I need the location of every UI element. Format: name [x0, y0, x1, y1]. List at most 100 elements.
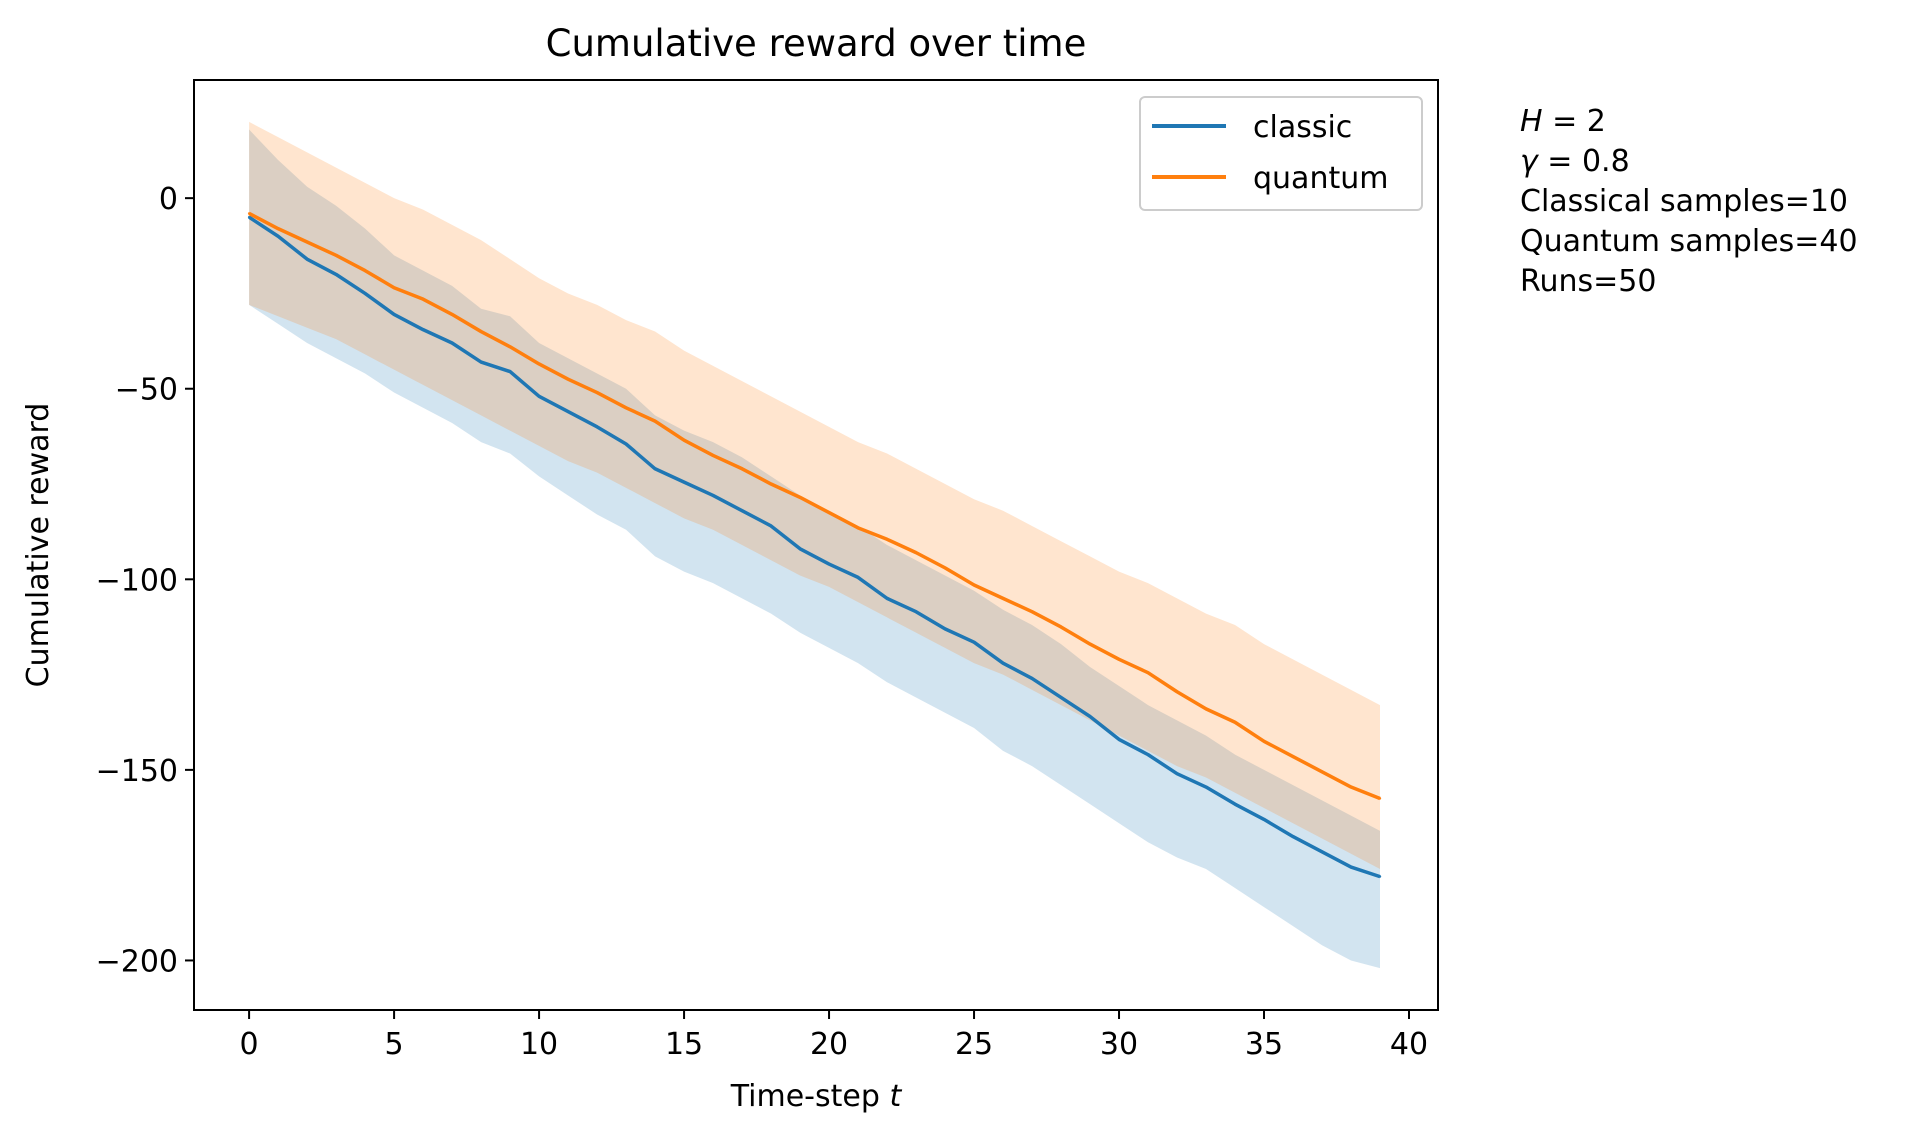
y-tick-label--100: −100 — [96, 563, 178, 598]
point-quantum-9 — [508, 345, 512, 348]
point-quantum-17 — [740, 467, 744, 470]
x-tick-label-40: 40 — [1390, 1027, 1428, 1062]
point-quantum-6 — [421, 297, 425, 301]
legend: classic quantum — [1139, 96, 1423, 211]
annotation-line-runs: Runs=50 — [1520, 264, 1656, 299]
series-lines — [247, 211, 1382, 879]
legend-quantum-label: quantum — [1253, 161, 1388, 196]
point-quantum-21 — [856, 526, 860, 530]
point-quantum-20 — [827, 511, 831, 514]
x-tick-label-25: 25 — [955, 1027, 993, 1062]
point-classic-24 — [943, 627, 947, 631]
plot-frame — [193, 79, 1439, 1011]
point-classic-20 — [827, 562, 831, 566]
y-tick-label--200: −200 — [96, 944, 178, 979]
annotation-box: H = 2 γ = 0.8 Classical samples=10 Quant… — [1520, 104, 1858, 299]
point-quantum-35 — [1262, 740, 1266, 743]
line-quantum — [248, 211, 1381, 801]
point-classic-5 — [392, 313, 396, 316]
x-tick-label-0: 0 — [240, 1027, 259, 1062]
point-classic-19 — [798, 547, 802, 551]
point-classic-3 — [334, 273, 338, 276]
point-quantum-30 — [1117, 658, 1121, 661]
point-quantum-19 — [798, 496, 802, 499]
point-classic-39 — [1378, 875, 1382, 878]
point-classic-22 — [885, 597, 889, 600]
y-tick-label--150: −150 — [96, 754, 178, 789]
point-classic-8 — [479, 360, 483, 364]
confidence-bands — [249, 121, 1381, 969]
point-quantum-24 — [943, 566, 947, 570]
point-classic-9 — [508, 370, 512, 373]
point-classic-28 — [1059, 696, 1063, 699]
point-quantum-16 — [711, 454, 715, 457]
point-quantum-1 — [276, 227, 280, 230]
point-quantum-36 — [1291, 755, 1295, 758]
band-classic — [249, 129, 1381, 969]
x-axis-label-text: Time-step — [730, 1079, 880, 1114]
x-tick-label-35: 35 — [1245, 1027, 1283, 1062]
point-classic-38 — [1349, 865, 1353, 869]
point-quantum-27 — [1030, 610, 1034, 613]
point-classic-27 — [1030, 677, 1034, 680]
point-quantum-14 — [653, 419, 657, 423]
point-classic-1 — [276, 235, 280, 238]
point-quantum-4 — [363, 269, 367, 272]
annotation-line-classical-samples: Classical samples=10 — [1520, 184, 1848, 219]
point-quantum-22 — [885, 538, 889, 541]
line-classic — [248, 215, 1381, 879]
legend-classic-label: classic — [1253, 110, 1352, 145]
point-quantum-25 — [972, 583, 976, 587]
point-classic-15 — [682, 480, 686, 484]
annotation-line-gamma: γ = 0.8 — [1520, 144, 1630, 179]
y-tick-label-0: 0 — [159, 182, 178, 217]
point-quantum-15 — [682, 438, 686, 442]
point-classic-35 — [1262, 818, 1266, 821]
point-classic-37 — [1320, 850, 1324, 854]
point-classic-0 — [247, 216, 251, 219]
point-classic-21 — [856, 576, 860, 579]
x-tick-label-10: 10 — [520, 1027, 558, 1062]
point-quantum-18 — [769, 482, 773, 486]
point-quantum-2 — [305, 240, 309, 244]
band-quantum — [249, 121, 1381, 869]
point-quantum-13 — [624, 406, 628, 409]
x-tick-label-30: 30 — [1100, 1027, 1138, 1062]
chart-title: Cumulative reward over time — [546, 22, 1087, 65]
point-classic-33 — [1204, 785, 1208, 789]
point-quantum-29 — [1088, 642, 1092, 646]
x-tick-label-15: 15 — [665, 1027, 703, 1062]
point-quantum-10 — [537, 362, 541, 366]
annotation-line-horizon: H = 2 — [1520, 104, 1606, 139]
point-classic-30 — [1117, 738, 1121, 741]
annotation-line-quantum-samples: Quantum samples=40 — [1520, 224, 1858, 259]
point-classic-11 — [566, 410, 570, 413]
point-quantum-12 — [595, 391, 599, 394]
point-classic-34 — [1233, 802, 1237, 806]
point-classic-18 — [769, 524, 773, 528]
point-quantum-31 — [1146, 671, 1150, 674]
x-axis-label: Time-step t — [730, 1079, 903, 1114]
point-classic-10 — [537, 395, 541, 398]
point-classic-4 — [363, 292, 367, 295]
point-classic-25 — [972, 640, 976, 644]
point-quantum-7 — [450, 313, 454, 316]
point-classic-12 — [595, 425, 599, 429]
point-quantum-5 — [392, 286, 396, 289]
point-classic-36 — [1291, 835, 1295, 838]
point-classic-17 — [740, 509, 744, 512]
point-quantum-23 — [914, 551, 918, 554]
x-tick-label-5: 5 — [385, 1027, 404, 1062]
point-classic-6 — [421, 328, 425, 331]
point-quantum-3 — [334, 254, 338, 257]
point-classic-32 — [1175, 772, 1179, 775]
x-tick-label-20: 20 — [810, 1027, 848, 1062]
point-classic-13 — [624, 442, 628, 446]
point-quantum-38 — [1349, 785, 1353, 789]
point-quantum-28 — [1059, 625, 1063, 629]
x-axis-ticks: 0 5 10 15 20 25 30 35 40 — [240, 1010, 1428, 1062]
point-quantum-11 — [566, 378, 570, 381]
y-tick-label--50: −50 — [115, 373, 178, 408]
